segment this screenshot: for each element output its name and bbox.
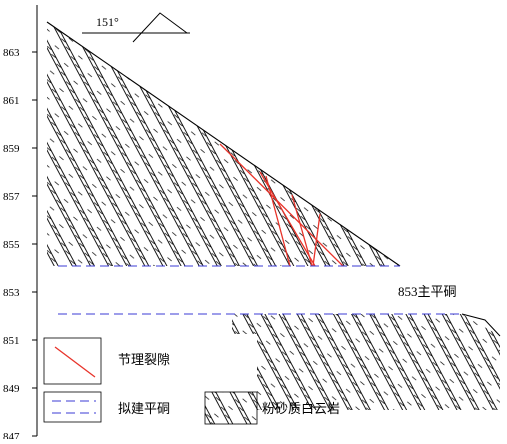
- orientation-angle-label: 151°: [96, 15, 119, 29]
- rock-mass-lower: [232, 314, 500, 410]
- axis-tick-label: 851: [3, 335, 20, 347]
- axis-tick-label: 861: [3, 95, 20, 107]
- joint-fractures: [219, 143, 344, 267]
- orientation-angle-icon: [132, 12, 188, 43]
- joint-line: [219, 143, 344, 267]
- axis-tick-label: 849: [3, 383, 20, 395]
- red-line-icon: [54, 346, 96, 378]
- joint-line: [265, 175, 291, 267]
- legend-joint-box: [43, 337, 102, 385]
- axis-tick-label: 847: [3, 431, 20, 439]
- axis-ticks: 863 861 859 857 855 853 851 849 847: [3, 47, 37, 443]
- axis-tick-label: 853: [3, 287, 20, 299]
- joint-line: [259, 171, 316, 267]
- legend-tunnel-label: 拟建平硐: [118, 402, 170, 417]
- lower-surface: [461, 313, 501, 337]
- axis-tick-label: 855: [3, 239, 20, 251]
- joint-line: [291, 194, 313, 267]
- legend-joint-label: 节理裂隙: [118, 353, 170, 368]
- legend-tunnel-box: [43, 391, 102, 423]
- elevation-axis: 863 861 859 857 855 853 851 849 847: [3, 5, 38, 443]
- proposed-tunnel: [58, 265, 462, 315]
- axis-tick-label: 857: [3, 191, 20, 203]
- slope-surface: [46, 21, 401, 267]
- axis-tick-label: 863: [3, 47, 20, 59]
- legend-rock-label: 粉砂质白云岩: [262, 401, 340, 417]
- joint-line: [312, 213, 321, 267]
- rock-hatch-icon: [204, 391, 258, 425]
- legend: 节理裂隙 拟建平硐 粉砂质白云岩: [43, 337, 340, 425]
- axis-tick-label: 859: [3, 143, 20, 155]
- orientation-symbol: 151°: [82, 12, 190, 43]
- tunnel-label: 853主平硐: [398, 284, 457, 299]
